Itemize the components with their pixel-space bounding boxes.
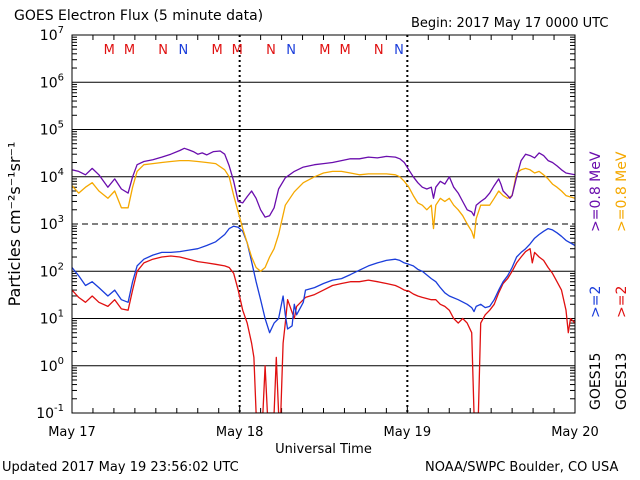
- marker-label: N: [374, 43, 384, 58]
- legend-entry: >=2: [588, 286, 604, 318]
- begin-date-label: Begin: 2017 May 17 0000 UTC: [411, 16, 609, 31]
- x-tick-label: May 18: [216, 425, 264, 440]
- chart-title: GOES Electron Flux (5 minute data): [14, 8, 264, 24]
- plot-frame: [71, 34, 576, 414]
- y-axis-label: Particles cm⁻²s⁻¹sr⁻¹: [5, 142, 24, 307]
- y-tick-label: 101: [40, 309, 64, 328]
- marker-label: N: [394, 43, 404, 58]
- marker-label: N: [286, 43, 296, 58]
- y-tick-label: 102: [40, 261, 64, 280]
- marker-label: M: [339, 43, 350, 58]
- series-line: [72, 159, 575, 272]
- y-tick-label: 10-1: [36, 403, 64, 422]
- marker-label: N: [179, 43, 189, 58]
- y-tick-label: 107: [40, 25, 64, 44]
- x-axis-label: Universal Time: [275, 442, 372, 457]
- series-line: [72, 147, 575, 218]
- legend-entry: >=2: [614, 286, 630, 318]
- marker-label: N: [266, 43, 276, 58]
- legend-group-label: GOES15: [588, 353, 604, 410]
- y-tick-label: 100: [40, 356, 64, 375]
- y-tick-label: 103: [40, 214, 64, 233]
- y-tick-label: 105: [40, 120, 64, 139]
- legend-entry: >=0.8 MeV: [614, 151, 630, 232]
- x-tick-label: May 17: [48, 425, 96, 440]
- marker-label: M: [124, 43, 135, 58]
- x-tick-label: May 19: [384, 425, 432, 440]
- marker-label: M: [319, 43, 330, 58]
- marker-label: M: [211, 43, 222, 58]
- legend-group-label: GOES13: [614, 353, 630, 410]
- x-tick-label: May 20: [551, 425, 599, 440]
- y-tick-label: 104: [40, 167, 64, 186]
- legend-entry: >=0.8 MeV: [588, 151, 604, 232]
- series-line: [72, 225, 575, 334]
- marker-label: M: [232, 43, 243, 58]
- updated-timestamp: Updated 2017 May 19 23:56:02 UTC: [2, 460, 239, 475]
- marker-label: M: [104, 43, 115, 58]
- marker-label: N: [158, 43, 168, 58]
- source-credit: NOAA/SWPC Boulder, CO USA: [425, 460, 619, 475]
- y-tick-label: 106: [40, 72, 64, 91]
- series-line: [72, 248, 575, 413]
